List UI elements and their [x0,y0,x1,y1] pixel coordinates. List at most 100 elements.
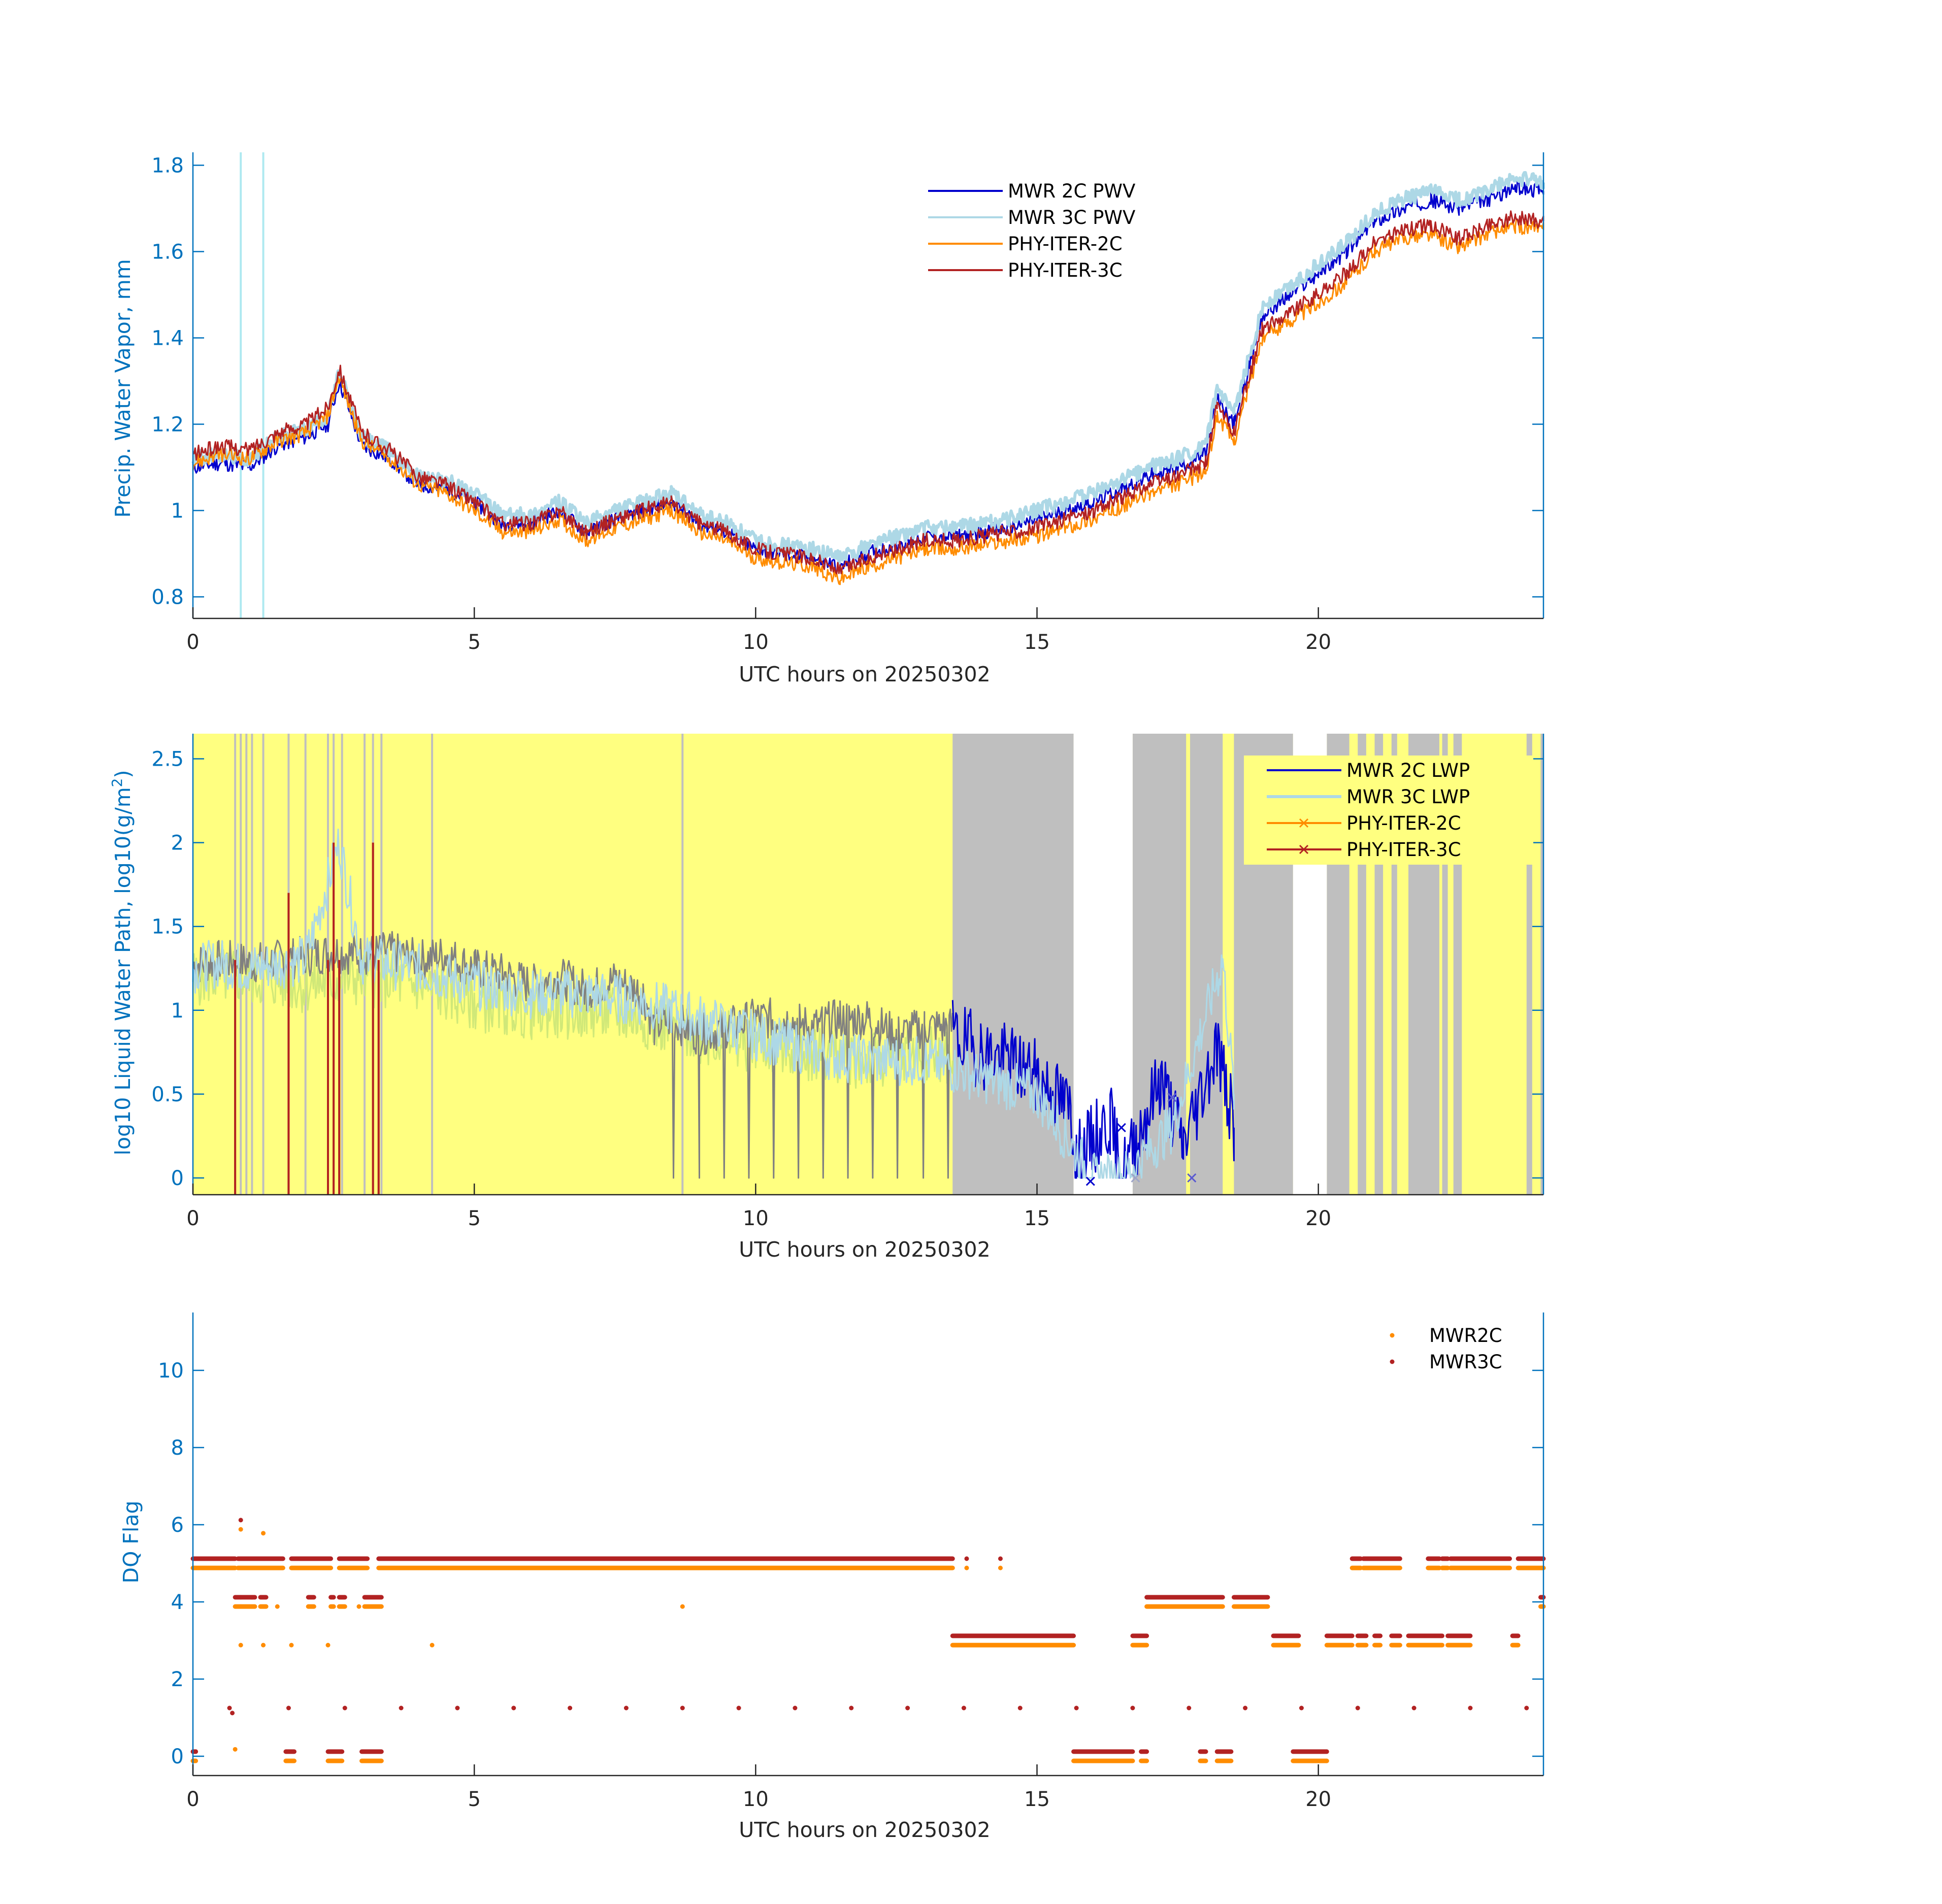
dq-x-tick-label: 15 [1024,1788,1050,1811]
lwp-x-marker-stroke [1116,1123,1126,1132]
pwv-x-tick-label: 15 [1024,631,1050,654]
lwp-legend-label-1: MWR 3C LWP [1346,786,1470,808]
lwp-y-axis-label: log10 Liquid Water Path, log10(g/m2) [109,770,135,1155]
dq-y-tick-label: 4 [171,1591,184,1614]
dq-hourly-point-MWR3C [511,1705,516,1711]
lwp-x-marker-stroke [1131,1173,1140,1183]
lwp-legend-marker-2 [1299,818,1309,828]
pwv-legend: MWR 2C PWV MWR 3C PWV PHY-ITER-2C PHY-IT… [928,180,1135,281]
dq-hourly-point-MWR3C [399,1705,404,1711]
dq-hourly-point-MWR3C [1187,1705,1192,1711]
pwv-x-tick-label: 20 [1305,631,1331,654]
dq-plot-area [190,1518,1546,1763]
pwv-legend-label-3: PHY-ITER-3C [1008,259,1123,281]
pwv-vertical-markers [240,152,265,618]
lwp-panel: 0 5 10 15 20 0 0.5 1 1.5 2 2.5 UTC hours on 202503… [109,734,1544,1262]
lwp-x-marker-stroke [1167,1093,1177,1102]
pwv-y-tick-label: 1.8 [151,154,184,178]
dq-hourly-point-MWR3C [680,1705,685,1711]
dq-y-tick-label: 10 [158,1359,184,1383]
dq-point-MWR3C [238,1518,243,1523]
lwp-x-marker [1167,1093,1177,1102]
pwv-legend-label-1: MWR 3C PWV [1008,207,1135,228]
lwp-legend-label-2: PHY-ITER-2C [1346,812,1461,834]
pwv-axes: 0 5 10 15 20 0.8 1 1.2 1.4 1.6 1.8 [151,152,1544,654]
lwp-y-tick-label: 1.5 [151,915,184,939]
lwp-series-line-1 [192,829,1235,1179]
dq-hourly-point-MWR3C [1130,1705,1135,1711]
lwp-legend-marker-3 [1299,844,1309,855]
dq-point-MWR2C [233,1747,238,1752]
dq-point-MWR2C [289,1643,294,1648]
lwp-legend: MWR 2C LWP MWR 3C LWP PHY-ITER-2C PHY-IT… [1244,756,1533,865]
lwp-white-band [1073,734,1133,1195]
dq-y-tick-label: 0 [171,1745,184,1768]
dq-point-MWR2C [238,1527,243,1532]
pwv-x-tick-label: 0 [186,631,199,654]
dq-point-MWR2C [998,1565,1003,1570]
lwp-gray-band [1190,734,1223,1195]
dq-point-MWR2C [261,1643,266,1648]
dq-point-MWR2C [964,1565,969,1570]
pwv-plot-area [191,171,1545,585]
lwp-y-axis-label-main: log10 Liquid Water Path, log10(g/m [111,787,135,1155]
dq-hourly-point-MWR3C [849,1705,854,1711]
dq-legend-label-1: MWR3C [1429,1351,1502,1373]
pwv-y-tick-label: 1.2 [151,413,184,437]
lwp-y-axis-label-close: ) [111,770,135,778]
pwv-y-tick-label: 1.4 [151,327,184,350]
dq-hourly-point-MWR3C [342,1705,347,1711]
dq-panel: 0 5 10 15 20 0 2 4 6 8 10 UTC hours on 20250302 DQ… [119,1312,1546,1842]
lwp-x-marker [1116,1123,1126,1132]
dq-hourly-point-MWR3C [961,1705,966,1711]
lwp-gray-band [1391,734,1397,1195]
dq-hourly-point-MWR3C [1017,1705,1023,1711]
dq-y-tick-label: 8 [171,1436,184,1460]
lwp-legend-label-3: PHY-ITER-3C [1346,839,1461,861]
dq-point-MWR2C [238,1643,243,1648]
dq-y-tick-label: 6 [171,1514,184,1537]
dq-legend: MWR2C MWR3C [1390,1325,1502,1373]
dq-x-tick-label: 20 [1305,1788,1331,1811]
dq-hourly-point-MWR3C [455,1705,460,1711]
dq-point-MWR2C [275,1604,280,1609]
pwv-y-tick-label: 0.8 [151,586,184,609]
lwp-plot-area [192,829,1235,1195]
lwp-y-axis-label-sup: 2 [109,778,125,787]
pwv-x-axis-label: UTC hours on 20250302 [739,662,990,686]
pwv-series-line-3 [192,210,1544,575]
lwp-gray-band [952,734,1074,1195]
lwp-x-marker [1085,1176,1095,1186]
dq-point-MWR3C [964,1556,969,1561]
dq-hourly-point-MWR3C [1468,1705,1473,1711]
lwp-x-marker-stroke [1085,1176,1095,1186]
dq-hourly-point-MWR3C [736,1705,741,1711]
dq-legend-dot-1 [1390,1359,1395,1364]
pwv-legend-label-0: MWR 2C PWV [1008,180,1135,202]
dq-hourly-point-MWR3C [1355,1705,1360,1711]
dq-hourly-point-MWR3C [1243,1705,1248,1711]
lwp-gray-band [1442,734,1448,1195]
dq-point-MWR2C [680,1604,685,1609]
dq-point-MWR2C [430,1643,435,1648]
pwv-x-tick-label: 5 [468,631,480,654]
dq-hourly-point-MWR3C [1074,1705,1079,1711]
pwv-y-tick-label: 1 [171,500,184,523]
dq-x-axis-label: UTC hours on 20250302 [739,1818,990,1842]
lwp-x-tick-label: 10 [743,1207,769,1230]
dq-x-tick-label: 5 [468,1788,480,1811]
lwp-x-tick-label: 0 [186,1207,199,1230]
lwp-legend-label-0: MWR 2C LWP [1346,760,1470,781]
dq-point-MWR2C [325,1643,331,1648]
dq-point-MWR3C [249,1595,254,1600]
lwp-x-marker [1131,1173,1140,1183]
lwp-y-tick-label: 0.5 [151,1083,184,1106]
dq-point-MWR2C [238,1604,243,1609]
dq-x-tick-label: 10 [743,1788,769,1811]
dq-y-axis-label: DQ Flag [119,1501,143,1584]
dq-point-MWR2C [356,1604,361,1609]
dq-x-tick-label: 0 [186,1788,199,1811]
dq-point-MWR2C [261,1531,266,1536]
lwp-x-marker-stroke [1187,1173,1197,1183]
dq-y-tick-label: 2 [171,1668,184,1691]
